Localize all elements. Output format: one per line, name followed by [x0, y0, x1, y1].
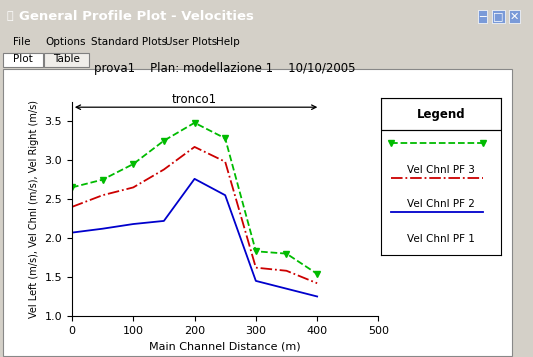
- Text: File: File: [13, 37, 31, 47]
- Vel Chnl PF 3: [222, 136, 229, 141]
- Vel Chnl PF 3: [161, 139, 167, 143]
- Line: Vel Chnl PF 3: Vel Chnl PF 3: [69, 120, 320, 277]
- Vel Chnl PF 2: [222, 160, 229, 164]
- Vel Chnl PF 2: [161, 167, 167, 172]
- Vel Chnl PF 2: [69, 205, 75, 209]
- Vel Chnl PF 2: [284, 268, 290, 273]
- Bar: [381, 98, 501, 130]
- Vel Chnl PF 2: [314, 281, 320, 285]
- Text: Help: Help: [216, 37, 240, 47]
- Vel Chnl PF 3: [191, 121, 198, 125]
- Line: Vel Chnl PF 2: Vel Chnl PF 2: [72, 147, 317, 283]
- Vel Chnl PF 2: [191, 145, 198, 149]
- Vel Chnl PF 1: [161, 219, 167, 223]
- Vel Chnl PF 1: [284, 287, 290, 291]
- Vel Chnl PF 2: [130, 185, 136, 190]
- Text: Vel Chnl PF 1: Vel Chnl PF 1: [407, 234, 475, 244]
- Text: □: □: [493, 11, 504, 21]
- Vel Chnl PF 3: [69, 185, 75, 190]
- Text: Vel Chnl PF 2: Vel Chnl PF 2: [407, 200, 475, 210]
- Text: Plot: Plot: [13, 54, 33, 64]
- Vel Chnl PF 3: [253, 249, 259, 253]
- Vel Chnl PF 1: [130, 222, 136, 226]
- Vel Chnl PF 1: [253, 279, 259, 283]
- Vel Chnl PF 1: [314, 294, 320, 298]
- Vel Chnl PF 3: [99, 177, 106, 182]
- Text: Vel Chnl PF 3: Vel Chnl PF 3: [407, 165, 475, 175]
- Text: prova1    Plan: modellazione 1    10/10/2005: prova1 Plan: modellazione 1 10/10/2005: [94, 62, 356, 75]
- Text: General Profile Plot - Velocities: General Profile Plot - Velocities: [19, 10, 254, 23]
- Vel Chnl PF 1: [99, 227, 106, 231]
- X-axis label: Main Channel Distance (m): Main Channel Distance (m): [149, 341, 301, 351]
- Text: User Plots: User Plots: [165, 37, 217, 47]
- Vel Chnl PF 2: [253, 266, 259, 270]
- Line: Vel Chnl PF 1: Vel Chnl PF 1: [72, 179, 317, 296]
- Vel Chnl PF 2: [99, 193, 106, 197]
- Text: 🖼: 🖼: [6, 11, 13, 21]
- Vel Chnl PF 1: [191, 177, 198, 181]
- Vel Chnl PF 3: [284, 251, 290, 256]
- Text: Standard Plots: Standard Plots: [91, 37, 167, 47]
- Text: Options: Options: [45, 37, 86, 47]
- Bar: [3, 52, 43, 67]
- Text: tronco1: tronco1: [172, 94, 217, 106]
- Vel Chnl PF 3: [314, 272, 320, 276]
- Vel Chnl PF 1: [69, 231, 75, 235]
- Y-axis label: Vel Left (m/s), Vel Chnl (m/s), Vel Right (m/s): Vel Left (m/s), Vel Chnl (m/s), Vel Righ…: [29, 100, 39, 318]
- Text: Table: Table: [53, 54, 80, 64]
- Vel Chnl PF 1: [222, 193, 229, 197]
- Text: ✕: ✕: [510, 11, 519, 21]
- Text: ─: ─: [479, 11, 486, 21]
- Vel Chnl PF 3: [130, 162, 136, 166]
- Text: Legend: Legend: [417, 108, 465, 121]
- Bar: [44, 52, 89, 67]
